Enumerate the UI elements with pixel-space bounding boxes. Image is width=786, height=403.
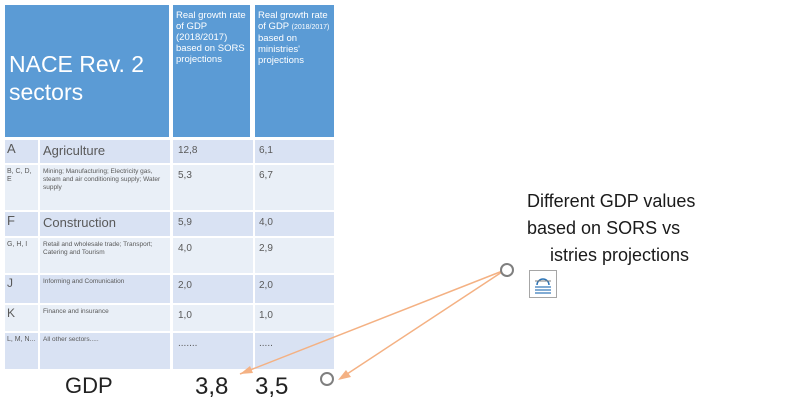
layout-options-glyph	[535, 278, 551, 294]
header-ministries-label-3: based on ministries' projections	[258, 33, 304, 66]
row-value-sors: 4,0	[173, 238, 253, 273]
row-value-ministries: 2,9	[255, 238, 334, 273]
row-code: L, M, N...	[5, 333, 38, 369]
row-value-ministries: 6,7	[255, 165, 334, 210]
table-row: G, H, I Retail and wholesale trade; Tran…	[5, 238, 334, 273]
row-value-sors: 2,0	[173, 275, 253, 303]
row-name: Informing and Comunication	[40, 275, 170, 303]
table-row: B, C, D, E Mining; Manufacturing; Electr…	[5, 165, 334, 210]
connector-end-handle[interactable]	[320, 372, 334, 386]
row-name: Agriculture	[40, 140, 170, 163]
row-code: J	[5, 275, 38, 303]
annotation-line-3: istries projections	[550, 245, 690, 265]
row-code: F	[5, 212, 38, 236]
header-sectors-label: NACE Rev. 2 sectors	[9, 51, 145, 105]
row-value-sors: 12,8	[173, 140, 253, 163]
header-ministries: Real growth rate of GDP (2018/2017) base…	[255, 5, 334, 137]
row-name: Construction	[40, 212, 170, 236]
row-value-ministries: 4,0	[255, 212, 334, 236]
annotation-line-3-wrap: istries projections	[527, 242, 785, 269]
row-value-sors: 5,3	[173, 165, 253, 210]
row-value-sors: 5,9	[173, 212, 253, 236]
table-row: K Finance and insurance 1,0 1,0	[5, 305, 334, 331]
arrow-to-sors	[239, 269, 506, 375]
row-code: K	[5, 305, 38, 331]
row-value-ministries: 1,0	[255, 305, 334, 331]
header-ministries-label-1: Real growth rate of GDP	[258, 10, 328, 32]
row-value-ministries: 2,0	[255, 275, 334, 303]
gdp-value-sors: 3,8	[195, 373, 229, 400]
row-code: B, C, D, E	[5, 165, 38, 210]
row-name: All other sectors.....	[40, 333, 170, 369]
row-code: A	[5, 140, 38, 163]
header-sors: Real growth rate of GDP (2018/2017) base…	[173, 5, 250, 137]
row-value-sors: 1,0	[173, 305, 253, 331]
layout-options-icon[interactable]	[529, 270, 557, 298]
annotation-line-1: Different GDP values	[527, 191, 696, 211]
gdp-value-ministries: 3,5	[255, 373, 289, 400]
table-row: J Informing and Comunication 2,0 2,0	[5, 275, 334, 303]
row-value-sors: .......	[173, 333, 253, 369]
connector-start-handle[interactable]	[500, 263, 514, 277]
gdp-total-row: GDP 3,8 3,5	[5, 369, 334, 403]
table-row: F Construction 5,9 4,0	[5, 212, 334, 236]
arrow-to-ministries	[343, 269, 506, 377]
row-name: Finance and insurance	[40, 305, 170, 331]
header-sectors: NACE Rev. 2 sectors	[5, 5, 169, 137]
row-code: G, H, I	[5, 238, 38, 273]
row-name: Retail and wholesale trade; Transport; C…	[40, 238, 170, 273]
header-ministries-label-2: (2018/2017)	[291, 24, 330, 31]
gdp-label: GDP	[65, 373, 113, 398]
annotation-text[interactable]: Different GDP values based on SORS vs is…	[527, 188, 785, 269]
table-row: A Agriculture 12,8 6,1	[5, 140, 334, 163]
row-name: Mining; Manufacturing; Electricity gas, …	[40, 165, 170, 210]
annotation-line-2: based on SORS vs	[527, 218, 681, 238]
header-sors-label: Real growth rate of GDP (2018/2017) base…	[176, 10, 246, 65]
row-value-ministries: 6,1	[255, 140, 334, 163]
